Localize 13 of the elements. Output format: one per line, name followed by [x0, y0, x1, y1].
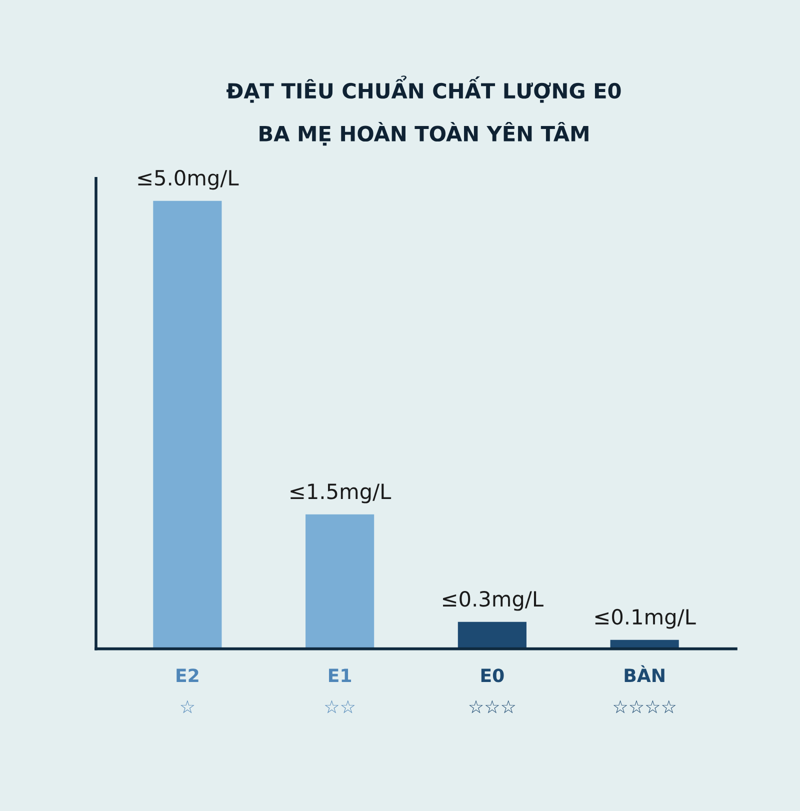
x-tick-label: E1 ☆☆: [324, 668, 355, 714]
data-label: ≤5.0mg/L: [138, 170, 239, 190]
bar: [153, 200, 222, 649]
data-label: ≤0.1mg/L: [595, 608, 696, 629]
data-label: ≤1.5mg/L: [290, 484, 392, 504]
x-tick-label: E2 ☆: [176, 668, 198, 714]
bar: [458, 622, 526, 649]
chart-subtitle: BA MẸ HOÀN TOÀN YÊN TÂM: [260, 122, 588, 146]
x-tick-label: E0 ☆☆☆: [469, 668, 516, 714]
x-tick-label: BÀN ☆☆☆☆: [613, 665, 676, 714]
bar: [306, 514, 374, 649]
data-label: ≤0.3mg/L: [443, 591, 544, 611]
chart-title: ĐẠT TIÊU CHUẨN CHẤT LƯỢNG E0: [226, 76, 621, 103]
